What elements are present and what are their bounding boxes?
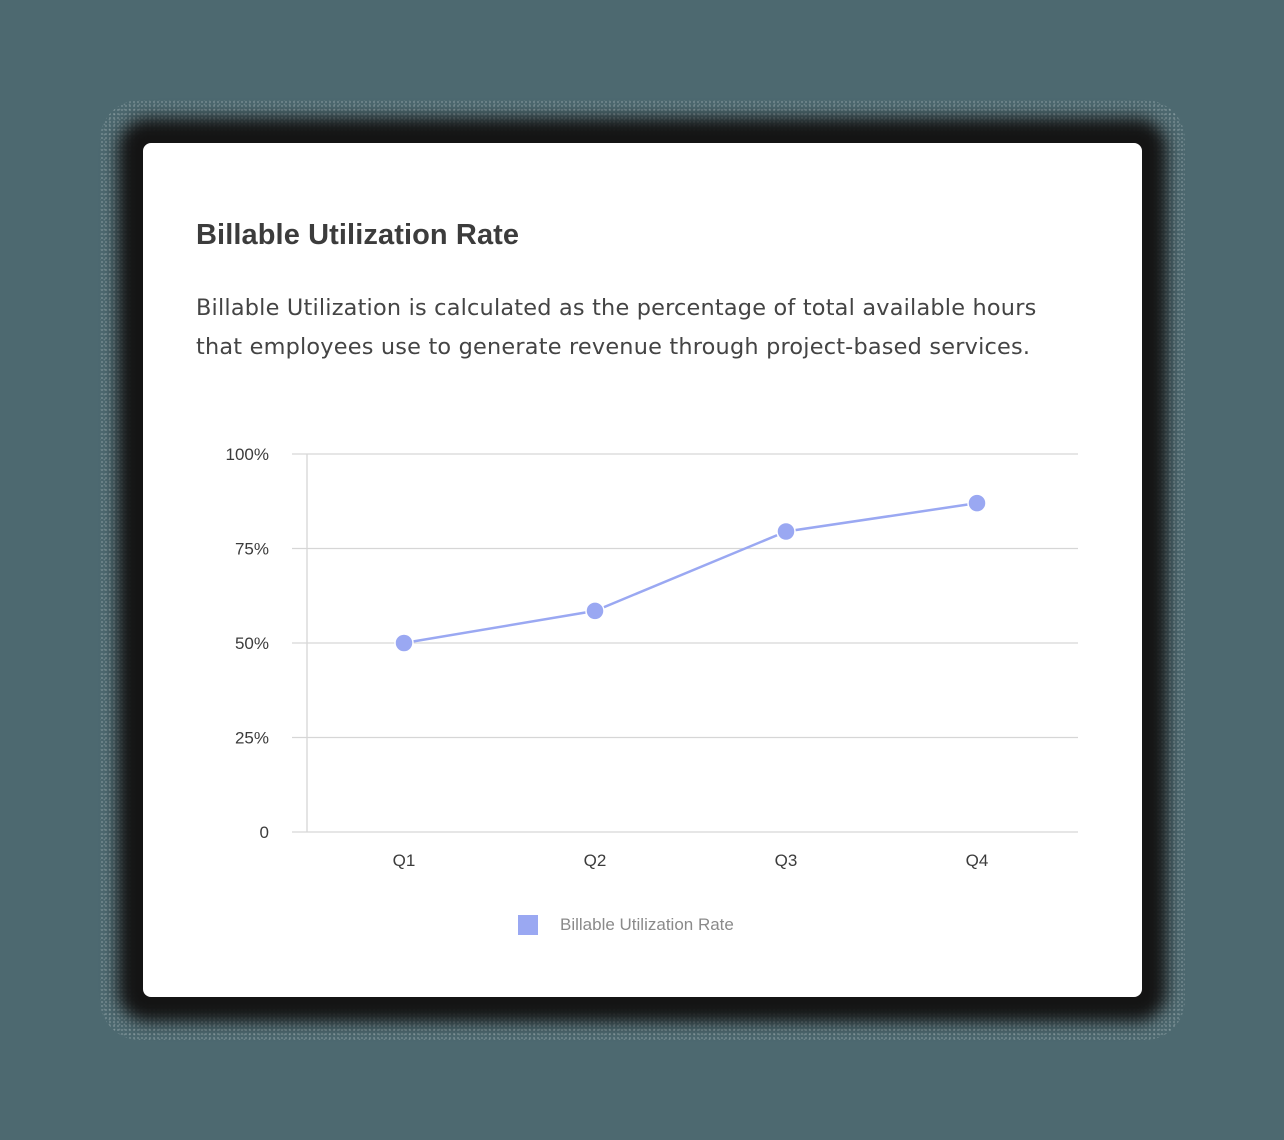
y-tick-label: 50%	[235, 634, 269, 653]
card-description: Billable Utilization is calculated as th…	[196, 289, 1116, 367]
y-tick-label: 100%	[226, 445, 269, 464]
x-tick-label: Q4	[966, 851, 989, 870]
chart-legend[interactable]: Billable Utilization Rate	[518, 915, 734, 935]
x-tick-label: Q3	[775, 851, 798, 870]
legend-label: Billable Utilization Rate	[560, 915, 734, 934]
x-tick-label: Q2	[584, 851, 607, 870]
series-billable-utilization	[394, 493, 987, 653]
description-line-1: Billable Utilization is calculated as th…	[196, 295, 1037, 321]
series-line	[403, 501, 978, 645]
x-axis: Q1 Q2 Q3 Q4	[393, 851, 989, 870]
chart-gridlines	[292, 453, 1078, 833]
line-chart: 0 25% 50% 75% 100% Q1 Q2 Q3 Q4	[226, 445, 1078, 870]
card-title: Billable Utilization Rate	[196, 219, 520, 251]
x-tick-label: Q1	[393, 851, 416, 870]
y-tick-label: 0	[260, 823, 269, 842]
data-point-q4[interactable]	[967, 493, 987, 513]
y-axis: 0 25% 50% 75% 100%	[226, 445, 308, 842]
data-point-q1[interactable]	[394, 633, 414, 653]
data-point-q2[interactable]	[585, 601, 605, 621]
legend-swatch	[518, 915, 538, 935]
y-tick-label: 75%	[235, 540, 269, 559]
data-point-q3[interactable]	[776, 521, 796, 542]
y-tick-label: 25%	[235, 729, 269, 748]
chart-card: Billable Utilization Rate Billable Utili…	[143, 143, 1142, 997]
description-line-2: that employees use to generate revenue t…	[196, 334, 1031, 360]
